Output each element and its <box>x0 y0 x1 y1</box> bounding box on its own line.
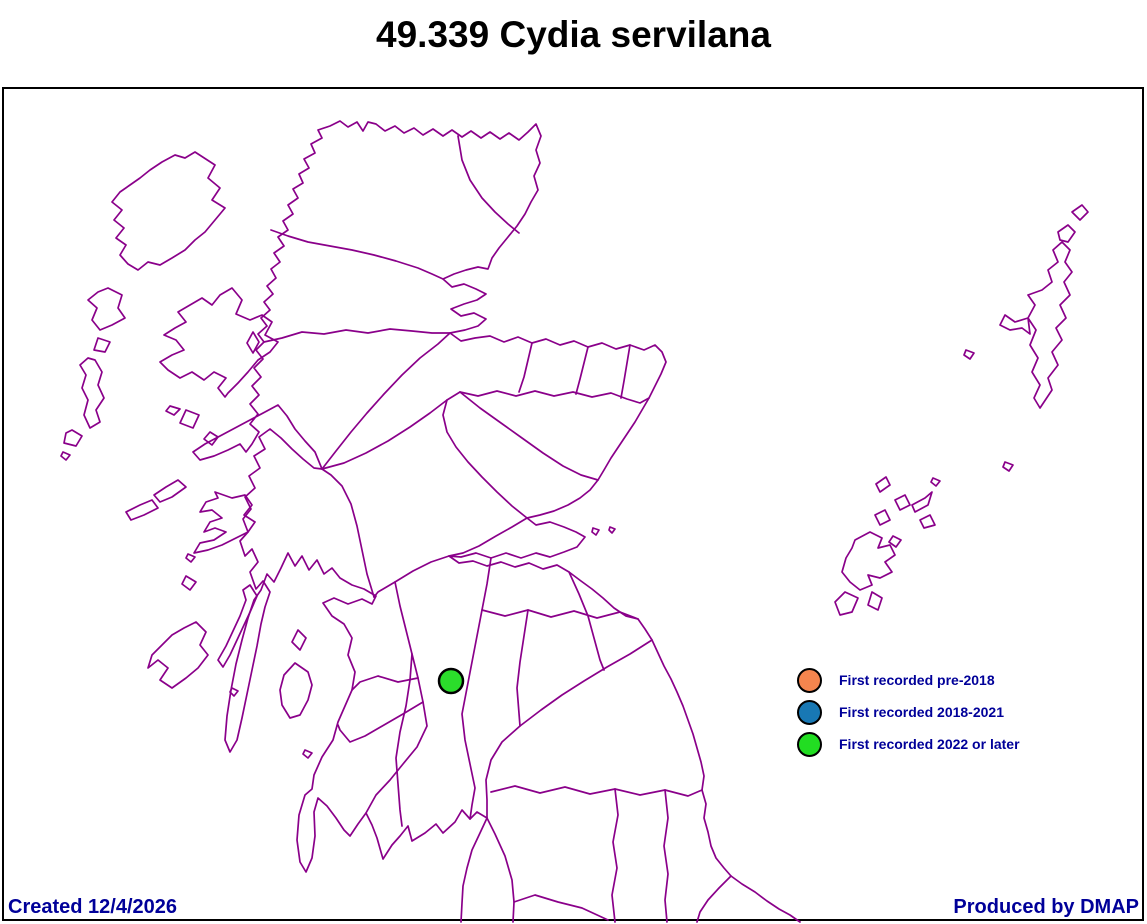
legend-label: First recorded pre-2018 <box>839 672 995 688</box>
page-title: 49.339 Cydia servilana <box>376 14 771 55</box>
produced-by-text: Produced by DMAP <box>953 896 1139 918</box>
legend-swatch-green <box>797 731 822 757</box>
legend-row-2022-later: First recorded 2022 or later <box>797 731 1020 757</box>
created-date-text: Created 12/4/2026 <box>8 896 178 918</box>
legend-label: First recorded 2022 or later <box>839 736 1020 752</box>
legend-row-pre-2018: First recorded pre-2018 <box>797 667 1020 693</box>
legend-row-2018-2021: First recorded 2018-2021 <box>797 699 1020 725</box>
legend-label: First recorded 2018-2021 <box>839 704 1004 720</box>
legend: First recorded pre-2018 First recorded 2… <box>797 667 1020 764</box>
legend-swatch-blue <box>797 699 822 725</box>
map-frame <box>2 87 1144 921</box>
legend-swatch-orange <box>797 667 822 693</box>
